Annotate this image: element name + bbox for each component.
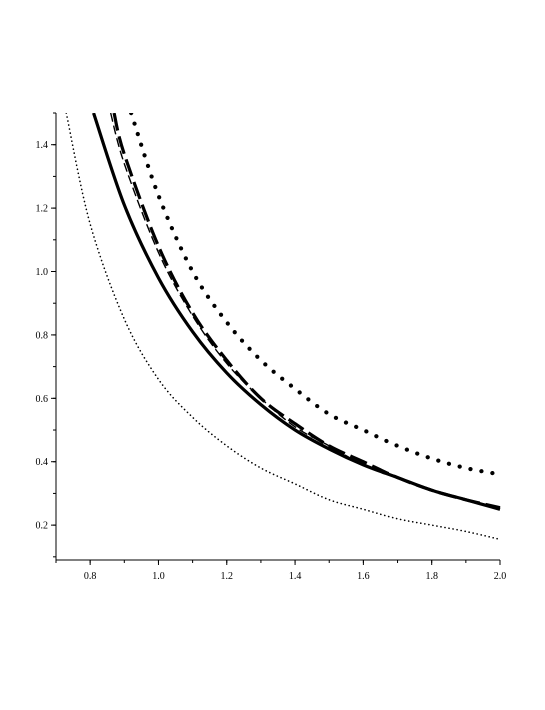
axes-layer: 0.8 1.0 1.2 1.4 1.6 1.8 2.0 0.2 0.4 0.6 0.8 1.0 1.2 1… [36, 112, 507, 582]
series-line-4-dot-thick [129, 113, 502, 477]
y-tick-label: 0.2 [36, 521, 49, 532]
x-tick-label: 1.0 [152, 571, 165, 582]
x-tick-label: 1.6 [357, 571, 370, 582]
series-line-5-dot-thin [65, 113, 501, 541]
y-tick-label: 1.4 [36, 140, 49, 151]
series-line-1-solid-thick [92, 113, 501, 511]
y-tick-label: 0.6 [36, 394, 49, 405]
series-layer [65, 113, 502, 541]
x-tick-label: 1.4 [289, 571, 302, 582]
x-tick-label: 2.0 [494, 571, 507, 582]
x-tick-label: 1.2 [221, 571, 234, 582]
y-tick-label: 1.0 [36, 267, 49, 278]
series-line-3-dash-thin [109, 113, 501, 509]
x-tick-label: 1.8 [425, 571, 438, 582]
x-tick-label: 0.8 [84, 571, 97, 582]
y-tick-label: 1.2 [36, 204, 49, 215]
series-line-2-long-dash-thick [112, 113, 501, 510]
y-tick-label: 0.8 [36, 330, 49, 341]
y-tick-label: 0.4 [36, 457, 49, 468]
